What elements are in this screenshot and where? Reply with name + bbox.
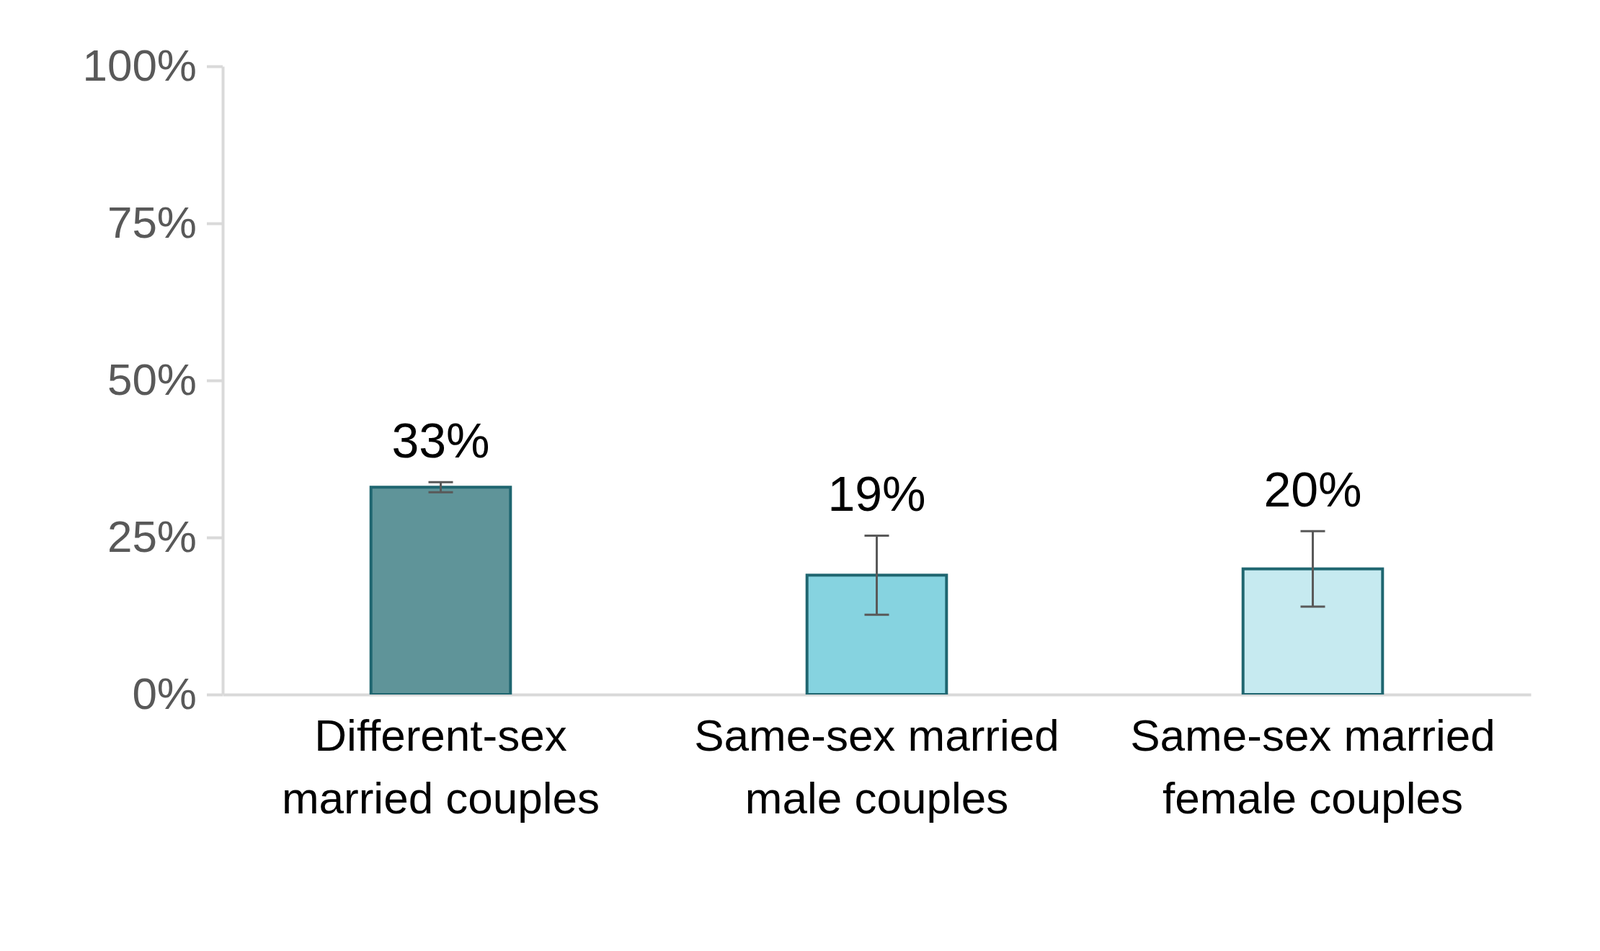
chart-svg: 0% 25% 50% 75% 100% Different-sex married coup… bbox=[0, 0, 1600, 951]
y-tick-label: 0% bbox=[131, 668, 197, 719]
y-tick: 0% bbox=[131, 668, 223, 719]
y-tick-label: 100% bbox=[82, 40, 197, 91]
y-tick-mark bbox=[206, 65, 223, 69]
error-bar-stem bbox=[875, 535, 878, 615]
bar bbox=[371, 487, 511, 695]
error-bar bbox=[864, 535, 890, 615]
error-bar-cap bbox=[864, 534, 890, 537]
x-tick-label-line: Different-sex bbox=[314, 710, 567, 761]
x-tick-label: Different-sex married couples bbox=[281, 710, 600, 824]
x-tick-label: Same-sex married male couples bbox=[694, 710, 1059, 824]
y-tick-mark bbox=[206, 379, 223, 383]
error-bar-cap bbox=[428, 481, 454, 484]
error-bar-stem bbox=[1311, 531, 1314, 607]
error-bar-cap bbox=[864, 614, 890, 617]
x-tick: Same-sex married male couples bbox=[694, 694, 1059, 824]
y-tick: 100% bbox=[82, 40, 223, 91]
y-tick-mark bbox=[206, 536, 223, 540]
x-tick-label-line: female couples bbox=[1162, 773, 1464, 824]
error-bar-stem bbox=[439, 482, 442, 493]
y-tick-label: 75% bbox=[107, 197, 197, 248]
y-axis: 0% 25% 50% 75% 100% bbox=[82, 40, 223, 719]
x-tick-label-line: married couples bbox=[281, 773, 600, 824]
y-tick-mark bbox=[206, 222, 223, 226]
y-tick: 75% bbox=[107, 197, 223, 248]
y-tick: 25% bbox=[107, 511, 223, 562]
y-tick-mark bbox=[206, 694, 223, 697]
y-tick-label: 50% bbox=[107, 354, 197, 405]
error-bar-cap bbox=[428, 491, 454, 494]
plot: 0% 25% 50% 75% 100% Different-sex married coup… bbox=[82, 40, 1531, 823]
error-bar-cap bbox=[1300, 605, 1326, 608]
x-tick: Different-sex married couples bbox=[281, 694, 600, 824]
x-tick-label-line: male couples bbox=[745, 773, 1009, 824]
y-tick: 50% bbox=[107, 354, 223, 405]
error-bar bbox=[1300, 531, 1326, 607]
x-tick-label: Same-sex married female couples bbox=[1130, 710, 1495, 824]
x-tick-label-line: Same-sex married bbox=[1130, 710, 1495, 761]
x-axis: Different-sex married couples Same-sex mar… bbox=[223, 694, 1532, 824]
data-label: 33% bbox=[391, 412, 490, 468]
error-bar-cap bbox=[1300, 530, 1326, 533]
data-label: 19% bbox=[827, 466, 926, 522]
data-labels: 33% 19% 20% bbox=[391, 412, 1362, 522]
y-tick-label: 25% bbox=[107, 511, 197, 562]
data-label: 20% bbox=[1263, 461, 1362, 517]
error-bar bbox=[428, 482, 454, 493]
x-tick: Same-sex married female couples bbox=[1130, 694, 1495, 824]
x-tick-label-line: Same-sex married bbox=[694, 710, 1059, 761]
chart-container: 0% 25% 50% 75% 100% Different-sex married coup… bbox=[0, 0, 1600, 951]
